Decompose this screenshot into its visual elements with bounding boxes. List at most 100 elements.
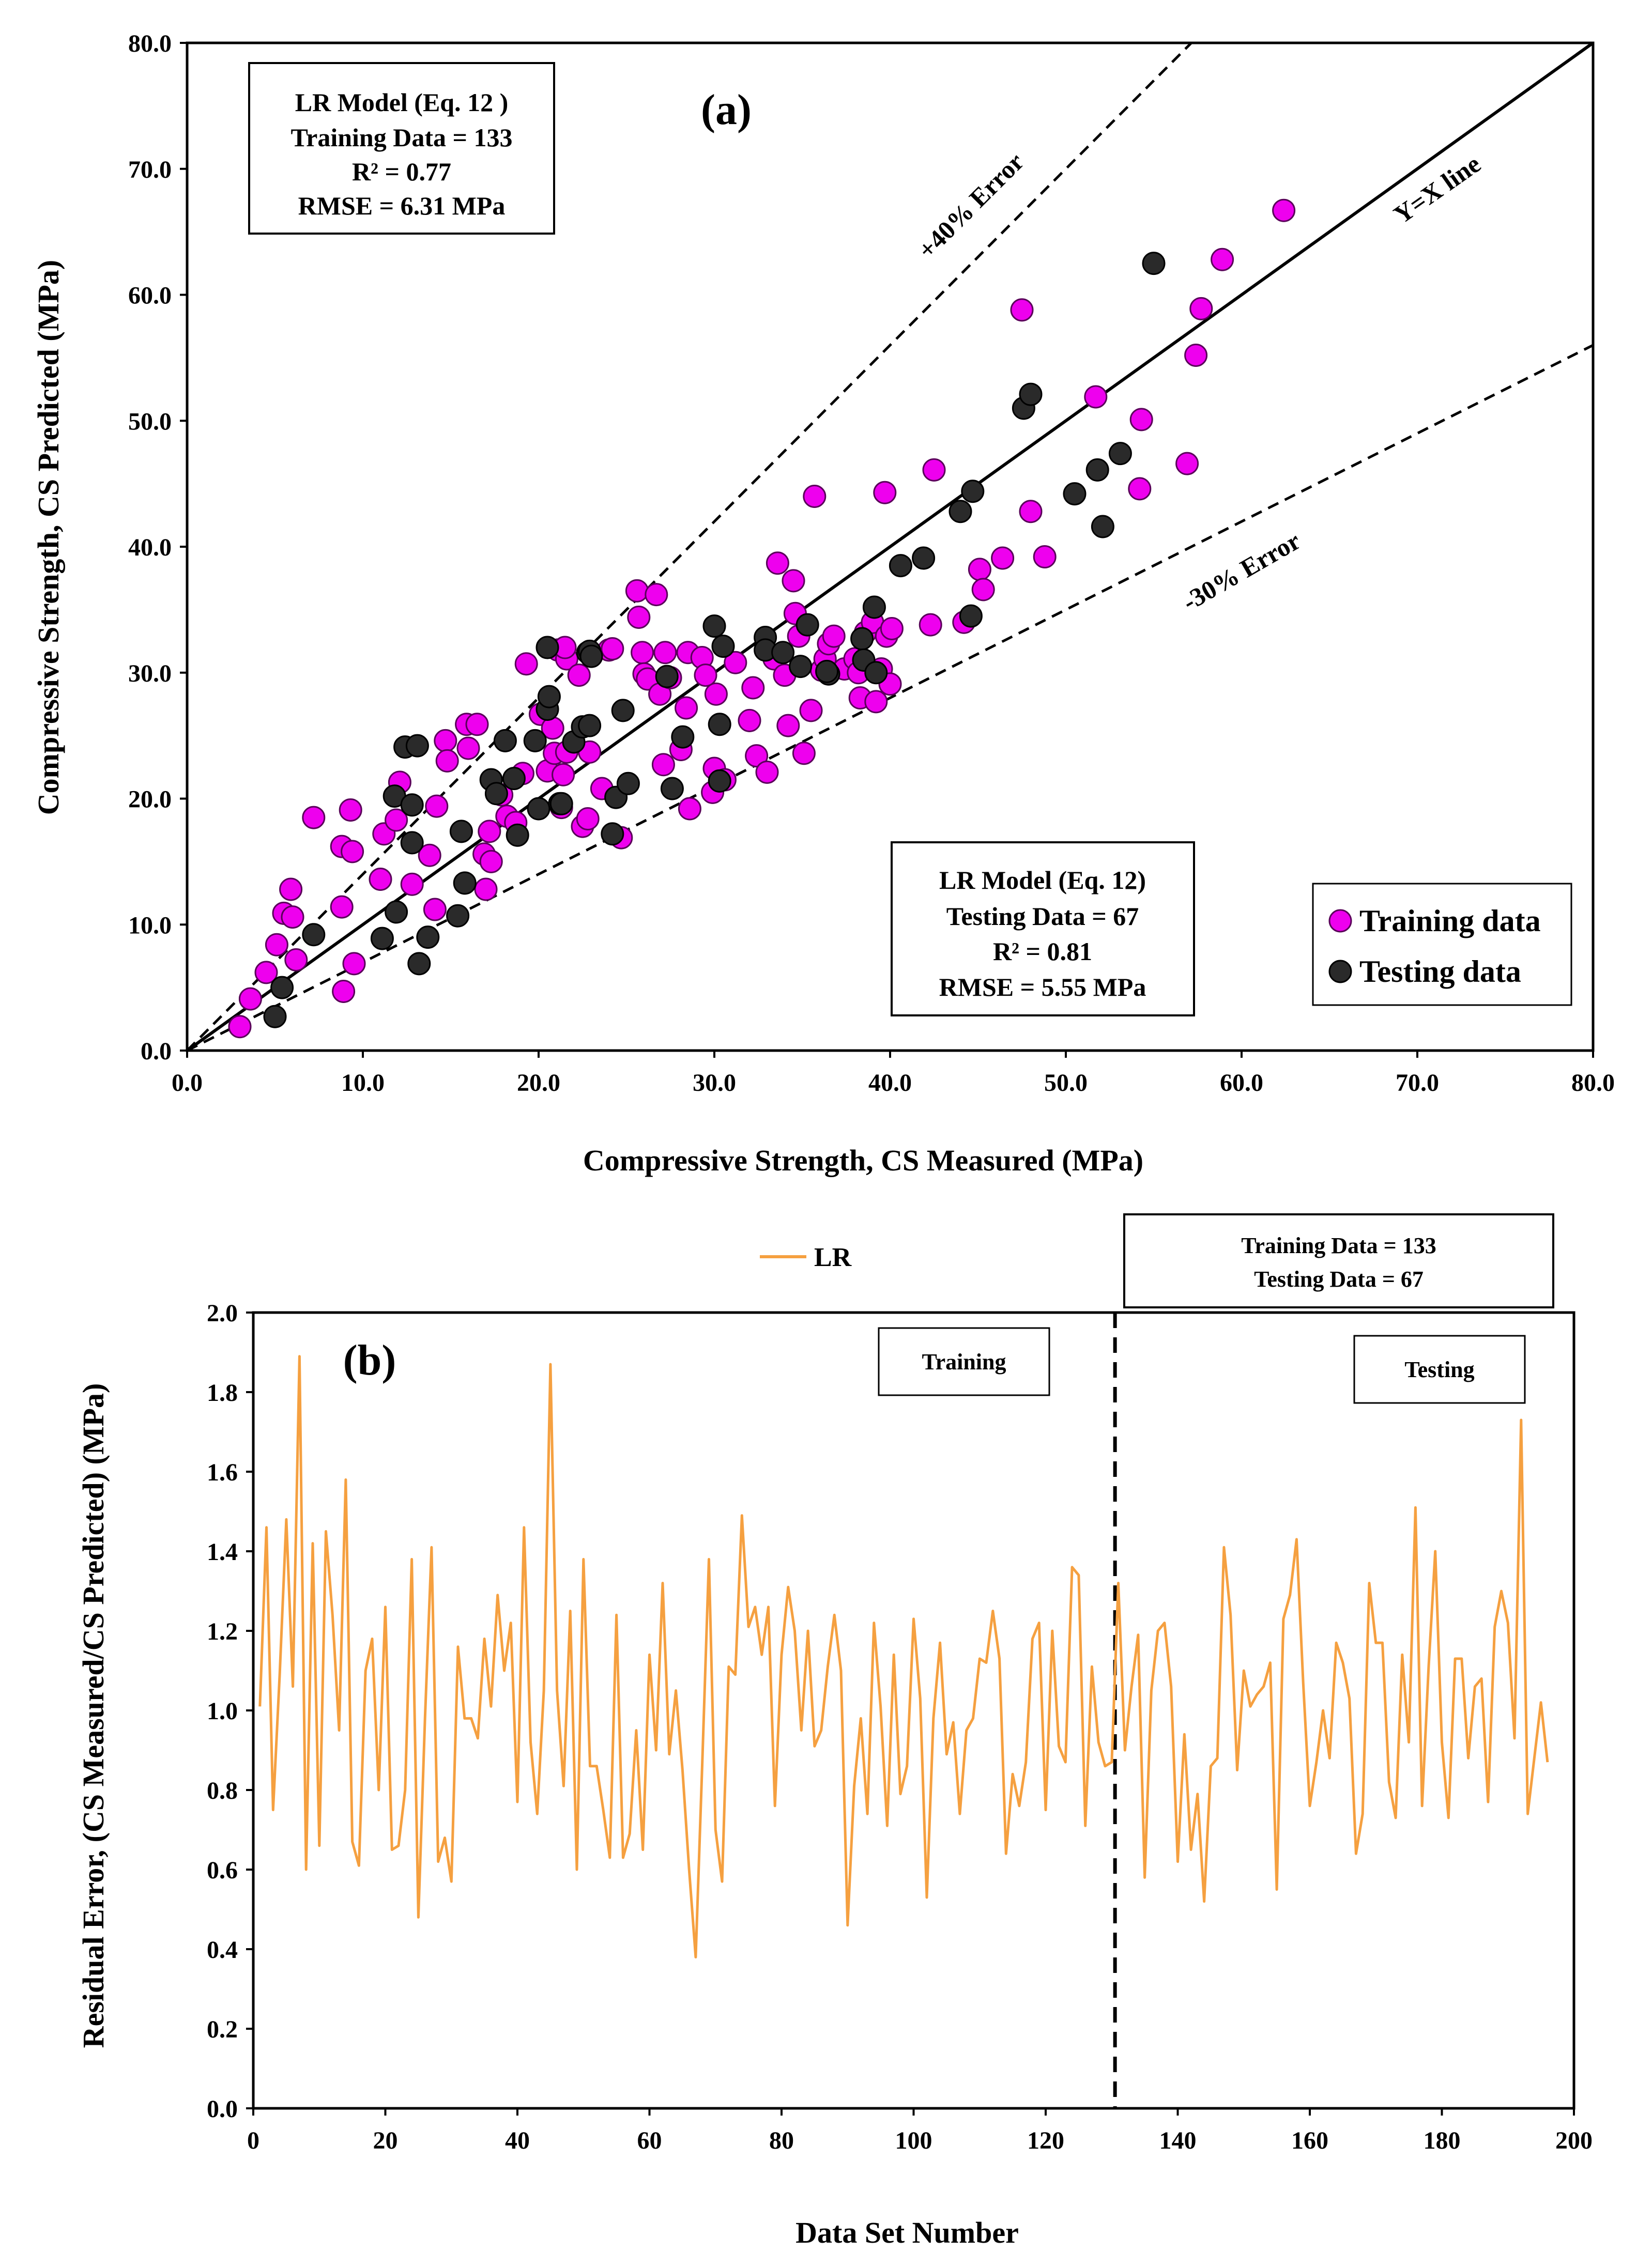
testing-point-1	[270, 976, 294, 999]
training-point-24	[435, 749, 459, 773]
testing-point-12	[446, 904, 470, 928]
panel-label-b: (b)	[343, 1336, 396, 1384]
testing-point-2	[302, 923, 326, 947]
legend-marker-testing	[1328, 960, 1352, 983]
testing-point-21	[527, 797, 550, 821]
training-point-17	[385, 808, 408, 832]
scatter-panel-a: 0.0 10.0 20.0 30.0 40.0 50.0 60.0 70.0 80.0 0.0 10…	[32, 30, 1615, 1177]
training-point-76	[738, 708, 761, 732]
x-tick-label-b-10: 200	[1555, 2127, 1593, 2154]
x-axis-title-b: Data Set Number	[795, 2216, 1019, 2249]
testing-info-line-4: RMSE = 5.55 MPa	[939, 973, 1146, 1001]
training-info-line-2: Training Data = 133	[291, 123, 513, 152]
training-point-53	[601, 637, 624, 660]
training-region-label: Training	[922, 1349, 1006, 1375]
training-point-5	[279, 877, 303, 901]
data-count-box: Training Data = 133 Testing Data = 67	[1123, 1213, 1554, 1308]
x-tick-label-a-3: 30.0	[693, 1069, 736, 1097]
x-tick-label-b-2: 40	[505, 2127, 530, 2154]
training-info-line-4: RMSE = 6.31 MPa	[298, 191, 506, 220]
y-tick-label-a-4: 40.0	[128, 534, 172, 561]
training-point-8	[302, 806, 326, 829]
training-point-116	[1128, 477, 1152, 501]
training-point-57	[631, 641, 654, 665]
training-point-14	[342, 952, 366, 976]
testing-point-5	[385, 900, 408, 924]
testing-point-8	[400, 793, 424, 817]
testing-point-26	[549, 792, 573, 815]
axis-ticks-b: 0 20 40 60 80 100 120 140 160 180 200 0.0 0.2 0.4 0.6 0…	[207, 1300, 1593, 2154]
training-point-11	[332, 979, 356, 1003]
testing-point-16	[484, 782, 508, 806]
x-tick-label-a-5: 50.0	[1044, 1069, 1088, 1097]
testing-point-7	[400, 831, 424, 855]
testing-point-61	[1063, 482, 1087, 506]
testing-point-47	[789, 655, 813, 678]
training-point-29	[474, 877, 498, 901]
reference-line-1	[186, 42, 1192, 1052]
training-region-frame	[878, 1327, 1050, 1396]
legend-b: LR	[760, 1243, 852, 1272]
testing-info-line-1: LR Model (Eq. 12)	[939, 866, 1146, 894]
training-point-105	[880, 616, 904, 640]
training-point-100	[864, 690, 888, 714]
testing-point-40	[702, 614, 726, 638]
training-point-79	[755, 760, 779, 784]
training-point-27	[465, 713, 489, 736]
training-point-19	[400, 872, 424, 896]
training-point-89	[803, 485, 827, 508]
training-point-111	[991, 546, 1015, 570]
y-tick-label-a-3: 30.0	[128, 660, 172, 687]
training-point-7	[284, 948, 308, 971]
testing-region-box: Testing	[1353, 1335, 1526, 1404]
testing-point-35	[611, 699, 635, 722]
training-point-36	[514, 652, 538, 676]
x-tick-label-b-6: 120	[1027, 2127, 1064, 2154]
training-point-43	[552, 763, 575, 786]
testing-point-60	[1019, 382, 1043, 406]
testing-point-18	[502, 767, 526, 790]
training-point-66	[675, 696, 698, 720]
y-tick-label-a-7: 70.0	[128, 156, 172, 183]
testing-point-42	[708, 769, 731, 793]
testing-point-41	[708, 713, 731, 736]
y-tick-label-b-4: 0.8	[207, 1777, 238, 1804]
training-point-31	[479, 850, 503, 873]
testing-point-63	[1091, 515, 1114, 538]
testing-point-32	[579, 644, 603, 668]
training-point-107	[922, 458, 946, 482]
testing-point-24	[537, 685, 561, 708]
y-tick-label-b-5: 1.0	[207, 1698, 238, 1725]
training-point-83	[776, 714, 800, 737]
training-point-1	[238, 987, 262, 1011]
training-point-70	[694, 664, 717, 687]
residual-line-lr	[258, 1355, 1549, 1958]
training-point-47	[567, 664, 591, 687]
testing-point-10	[407, 952, 431, 976]
x-tick-label-a-6: 60.0	[1220, 1069, 1263, 1097]
training-point-120	[1189, 297, 1213, 320]
testing-points	[263, 252, 1166, 1028]
training-point-62	[653, 641, 677, 665]
training-point-114	[1033, 545, 1057, 568]
training-point-113	[1019, 500, 1043, 523]
y-tick-label-b-8: 1.6	[207, 1459, 238, 1486]
x-tick-label-b-1: 20	[373, 2127, 398, 2154]
training-point-56	[627, 606, 651, 629]
minus30-line-label: -30% Error	[1177, 526, 1305, 616]
x-tick-label-a-8: 80.0	[1571, 1069, 1615, 1097]
testing-point-39	[671, 725, 695, 749]
testing-point-3	[370, 927, 394, 950]
testing-region-frame	[1353, 1335, 1526, 1404]
training-point-88	[799, 699, 823, 722]
training-info-line-3: R² = 0.77	[352, 157, 451, 186]
training-region-box: Training	[878, 1327, 1050, 1396]
x-tick-label-a-4: 40.0	[868, 1069, 912, 1097]
training-point-21	[418, 843, 441, 867]
x-tick-label-b-9: 180	[1424, 2127, 1461, 2154]
training-point-68	[678, 797, 701, 821]
training-point-84	[782, 569, 805, 593]
testing-point-65	[1142, 252, 1166, 275]
training-point-117	[1129, 408, 1153, 431]
training-point-55	[625, 579, 649, 603]
